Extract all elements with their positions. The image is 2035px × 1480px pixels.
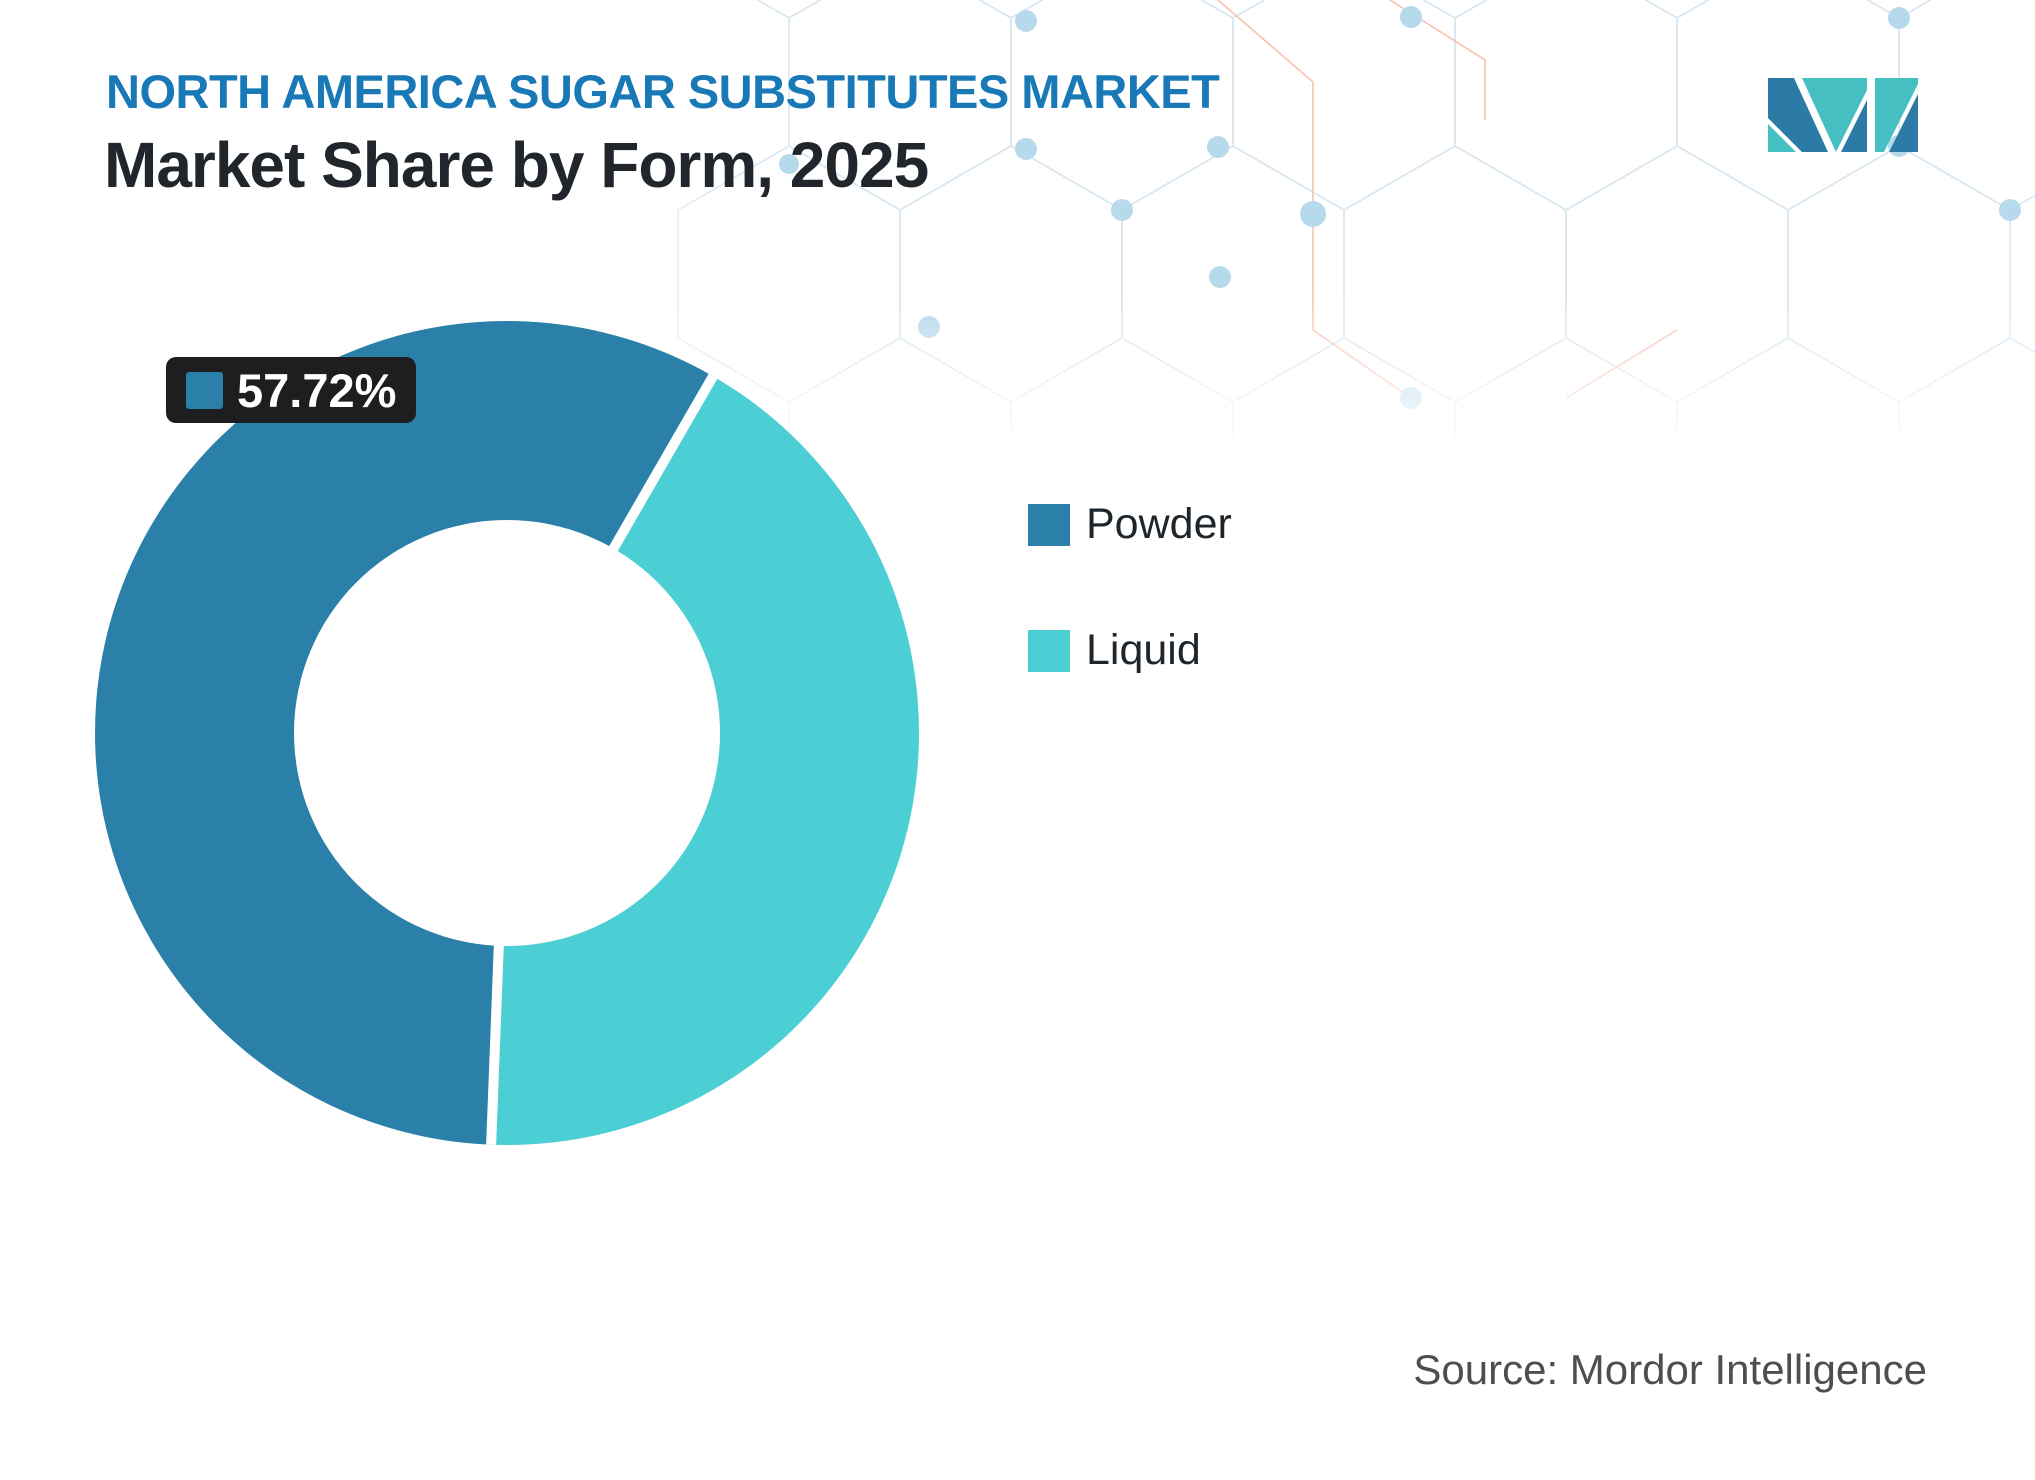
donut-hole: [294, 520, 720, 946]
mordor-intelligence-logo: [1768, 78, 1918, 152]
page-title: NORTH AMERICA SUGAR SUBSTITUTES MARKET: [106, 65, 1220, 118]
legend-swatch-liquid-icon: [1028, 629, 1070, 672]
chart-title: Market Share by Form, 2025: [104, 129, 929, 201]
callout-value: 57.72%: [237, 363, 397, 417]
data-label-callout: 57.72%: [166, 357, 417, 423]
callout-swatch-icon: [186, 371, 223, 409]
logo-mark-icon: [1768, 78, 1918, 152]
legend-item-powder[interactable]: Powder: [1028, 503, 1232, 546]
hex-pattern-fade: [560, 290, 2035, 480]
legend-item-liquid[interactable]: Liquid: [1028, 629, 1232, 672]
legend: Powder Liquid: [1028, 503, 1232, 755]
source-attribution: Source: Mordor Intelligence: [1413, 1346, 1927, 1393]
legend-swatch-powder-icon: [1028, 503, 1070, 546]
legend-label-powder: Powder: [1086, 500, 1232, 548]
donut-chart[interactable]: [95, 321, 919, 1145]
legend-label-liquid: Liquid: [1086, 626, 1201, 674]
